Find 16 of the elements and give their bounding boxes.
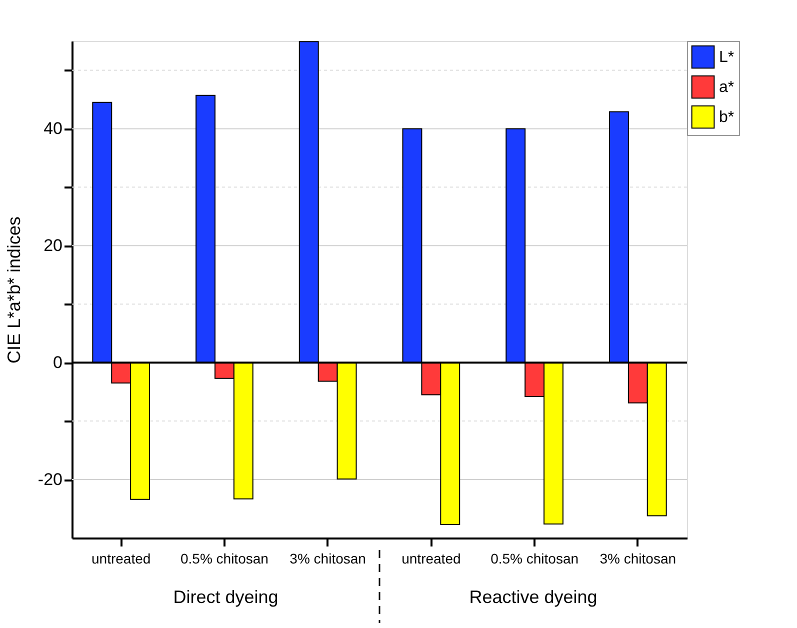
x-tick-label: untreated — [92, 550, 151, 566]
x-tick-label: 3% chitosan — [290, 550, 366, 566]
text: Direct dyeing — [173, 587, 278, 607]
y-tick-label: -20 — [38, 470, 62, 490]
legend-label: a* — [719, 79, 734, 96]
x-tick-label: 0.5% chitosan — [490, 550, 579, 566]
legend-label: L* — [719, 49, 734, 66]
text: Reactive dyeing — [469, 587, 598, 607]
x-tick-label: 0.5% chitosan — [180, 550, 268, 566]
y-tick-label: 0 — [53, 353, 62, 372]
y-axis-title: CIE L*a*b* indices — [4, 216, 24, 364]
x-tick-label: 3% chitosan — [600, 550, 676, 566]
y-tick-label: 20 — [44, 236, 62, 256]
y-tick-label: 40 — [44, 119, 62, 138]
legend-label: b* — [719, 109, 734, 126]
x-tick-label: untreated — [402, 550, 461, 566]
